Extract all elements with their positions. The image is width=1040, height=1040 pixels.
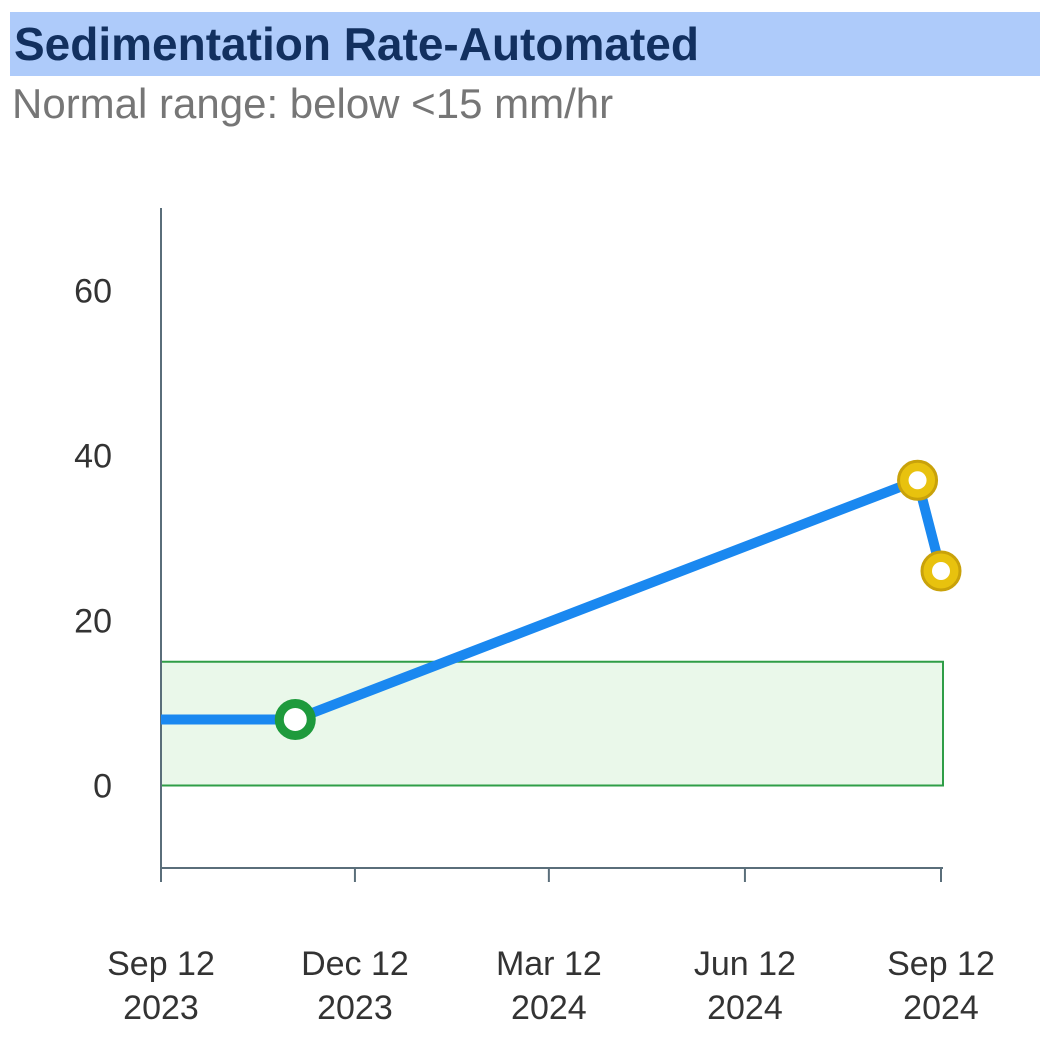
x-tick-label-year: 2024 <box>903 989 979 1027</box>
data-point-normal <box>274 699 316 740</box>
x-tick-label-year: 2024 <box>511 989 587 1027</box>
x-tick-label: Sep 12 <box>887 945 995 983</box>
x-tick-label: Mar 12 <box>496 945 602 983</box>
x-tick-label-year: 2023 <box>317 989 393 1027</box>
y-tick-label: 40 <box>74 438 112 476</box>
y-tick-label: 60 <box>74 273 112 311</box>
x-tick-label-year: 2024 <box>707 989 783 1027</box>
data-point-abnormal-center <box>932 562 950 580</box>
x-tick-label: Dec 12 <box>301 945 409 983</box>
series-line <box>161 475 946 725</box>
x-tick-label: Jun 12 <box>694 945 796 983</box>
chart-subtitle: Normal range: below <15 mm/hr <box>12 80 614 127</box>
y-tick-label: 0 <box>93 768 112 806</box>
chart-title: Sedimentation Rate-Automated <box>10 12 1040 76</box>
x-tick-label-year: 2023 <box>123 989 199 1027</box>
y-tick-label: 20 <box>74 603 112 641</box>
data-point-abnormal-center <box>908 471 927 490</box>
x-tick-label: Sep 12 <box>107 945 215 983</box>
